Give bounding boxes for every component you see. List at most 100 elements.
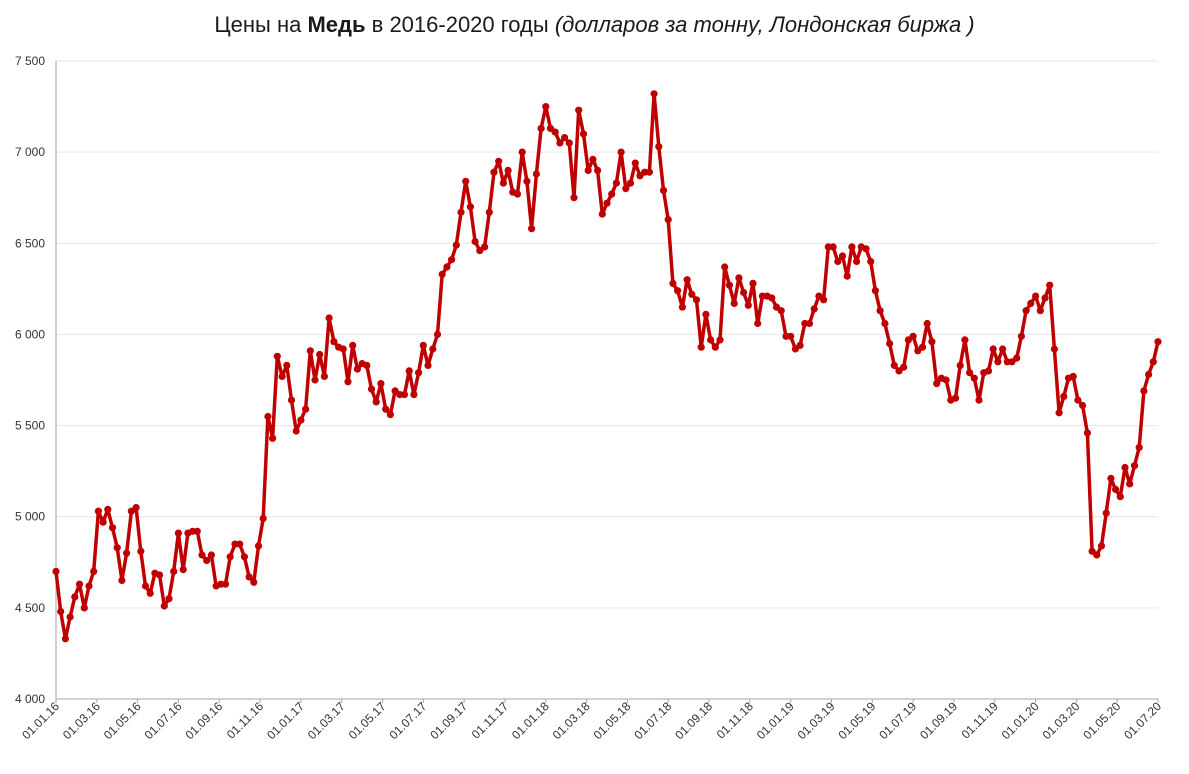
data-point (1017, 332, 1025, 340)
data-point (349, 341, 357, 349)
data-point (890, 361, 898, 369)
data-point (1055, 409, 1063, 417)
x-tick-label: 01.03.20 (1040, 699, 1083, 742)
data-point (853, 257, 861, 266)
data-point (918, 343, 927, 351)
data-point (659, 186, 668, 194)
x-tick-label: 01.01.17 (264, 699, 307, 742)
data-point (137, 547, 145, 555)
data-point (518, 148, 526, 156)
data-point (306, 347, 314, 355)
data-point (612, 179, 621, 187)
data-point (532, 170, 541, 178)
data-point (678, 303, 687, 311)
data-point (528, 225, 536, 233)
data-point (419, 341, 427, 349)
data-point (156, 571, 164, 579)
data-point (721, 263, 729, 271)
data-point (1041, 294, 1049, 302)
data-point (881, 319, 889, 328)
data-point (843, 272, 851, 280)
x-tick-label: 01.07.16 (142, 699, 185, 742)
data-point (1036, 307, 1044, 315)
x-tick-label: 01.11.19 (959, 699, 1002, 742)
data-point (697, 343, 705, 351)
data-point (490, 168, 498, 176)
data-point (386, 411, 394, 419)
data-point (768, 294, 776, 302)
data-point (410, 391, 418, 399)
y-tick-label: 4 500 (15, 601, 45, 615)
data-point (805, 319, 814, 328)
data-point (203, 556, 211, 565)
y-tick-label: 4 000 (15, 692, 45, 706)
data-point (787, 332, 795, 340)
data-point (250, 578, 258, 586)
data-point (415, 369, 423, 377)
data-point (61, 635, 69, 643)
data-point (556, 139, 564, 147)
data-point (575, 106, 583, 114)
title-middle: в 2016-2020 годы (365, 12, 555, 37)
x-tick-label: 01.09.17 (427, 699, 470, 742)
data-point (236, 540, 244, 548)
data-point (909, 332, 917, 340)
x-tick-label: 01.07.17 (387, 699, 430, 742)
data-point (141, 582, 150, 590)
data-point (716, 336, 724, 344)
data-point (433, 330, 442, 338)
data-point (820, 296, 828, 304)
title-metal: Медь (307, 12, 366, 37)
data-point (523, 177, 531, 185)
data-point (1121, 463, 1129, 472)
data-point (339, 345, 347, 353)
data-point (292, 427, 300, 435)
data-point (382, 405, 390, 413)
data-point (269, 434, 277, 442)
data-point (466, 203, 474, 211)
data-point (876, 307, 884, 315)
data-point (325, 314, 333, 322)
data-point (367, 385, 376, 393)
data-point (777, 307, 785, 315)
data-point (264, 412, 272, 421)
data-point (626, 179, 635, 187)
data-point (999, 345, 1007, 353)
data-point (970, 374, 978, 382)
data-point (871, 287, 880, 295)
data-point (951, 394, 960, 402)
data-point (90, 567, 98, 576)
data-point (1060, 392, 1068, 400)
data-point (867, 257, 875, 266)
data-point (900, 363, 908, 371)
data-point (749, 279, 757, 287)
data-point (170, 567, 178, 576)
data-point (848, 243, 856, 251)
data-point (984, 367, 993, 375)
x-tick-label: 01.07.19 (876, 699, 919, 742)
series-line (54, 92, 1160, 641)
data-point (725, 281, 734, 289)
data-point (570, 194, 578, 202)
data-point (579, 130, 588, 138)
data-point (975, 396, 983, 404)
data-point (565, 139, 573, 147)
data-point (302, 405, 310, 413)
data-point (405, 367, 413, 375)
data-point (928, 338, 936, 346)
x-tick-label: 01.01.20 (999, 699, 1042, 742)
data-point (513, 190, 522, 198)
data-point (113, 544, 121, 552)
data-point (744, 301, 752, 309)
data-point (740, 288, 748, 297)
data-point (711, 343, 719, 351)
data-point (622, 185, 630, 193)
data-point (1027, 299, 1035, 307)
data-point (735, 274, 743, 282)
data-point (85, 582, 93, 590)
data-point (499, 179, 507, 187)
data-point (75, 580, 84, 588)
data-point (1126, 480, 1134, 488)
x-tick-label: 01.09.16 (182, 699, 225, 742)
data-point (1149, 358, 1157, 366)
